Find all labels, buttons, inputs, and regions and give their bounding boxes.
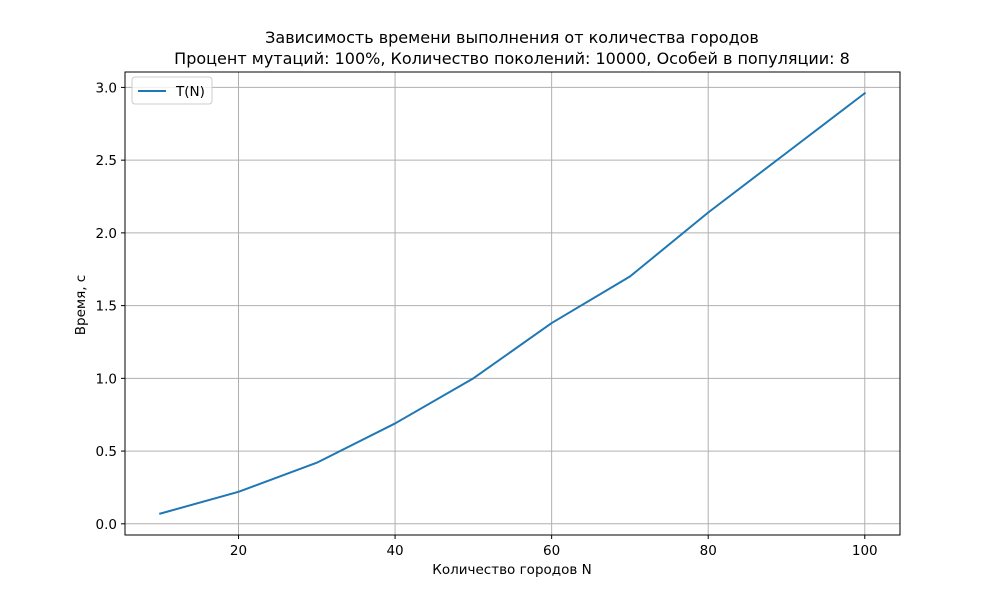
x-axis-label: Количество городов N [432, 562, 591, 578]
y-tick-label: 3.0 [96, 80, 117, 96]
y-tick-label: 2.5 [96, 153, 117, 169]
series-line-t-n [158, 91, 867, 515]
x-axis-ticks: 20 40 60 80 100 [230, 535, 878, 559]
x-tick-label: 20 [230, 543, 247, 559]
legend-label-t-n: T(N) [175, 84, 205, 100]
chart-title: Зависимость времени выполнения от количе… [265, 28, 759, 47]
y-tick-label: 1.5 [96, 299, 117, 315]
x-tick-label: 100 [852, 543, 878, 559]
y-axis-label: Время, с [73, 275, 89, 335]
plot-area-frame [124, 71, 901, 536]
x-tick-label: 40 [386, 543, 403, 559]
y-tick-label: 2.0 [96, 226, 117, 242]
y-tick-label: 0.5 [96, 444, 117, 460]
x-tick-label: 80 [700, 543, 717, 559]
grid [125, 72, 900, 535]
legend-box [131, 76, 213, 105]
y-axis-ticks: 0.0 0.5 1.0 1.5 2.0 2.5 3.0 [96, 80, 125, 533]
legend: T(N) [131, 76, 213, 105]
series-layer [158, 91, 867, 515]
chart-subtitle: Процент мутаций: 100%, Количество поколе… [174, 49, 850, 68]
x-tick-label: 60 [543, 543, 560, 559]
y-tick-label: 0.0 [96, 517, 117, 533]
y-tick-label: 1.0 [96, 371, 117, 387]
